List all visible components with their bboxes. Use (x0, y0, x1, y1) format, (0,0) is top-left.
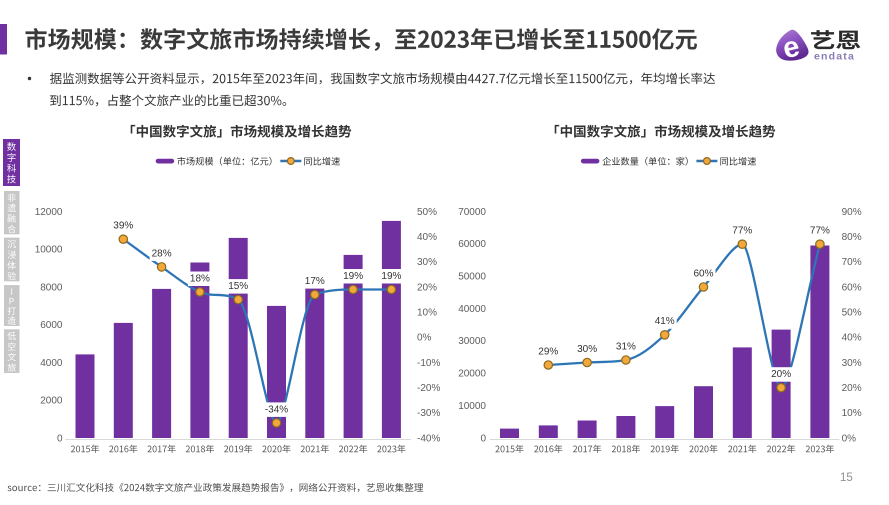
svg-text:28%: 28% (152, 248, 172, 259)
svg-text:30%: 30% (842, 358, 862, 369)
svg-text:70%: 70% (842, 257, 862, 268)
svg-text:40000: 40000 (458, 304, 486, 315)
svg-text:30%: 30% (417, 257, 437, 268)
svg-text:-30%: -30% (417, 408, 440, 419)
svg-text:29%: 29% (538, 346, 558, 357)
svg-text:30%: 30% (577, 344, 597, 355)
svg-text:20%: 20% (842, 383, 862, 394)
svg-text:-20%: -20% (417, 383, 440, 394)
svg-text:50%: 50% (842, 308, 862, 319)
svg-text:4000: 4000 (40, 358, 63, 369)
svg-text:40%: 40% (842, 333, 862, 344)
svg-text:e: e (780, 31, 803, 66)
svg-text:39%: 39% (113, 221, 133, 232)
svg-text:10%: 10% (842, 408, 862, 419)
svg-text:77%: 77% (810, 226, 830, 237)
svg-text:20%: 20% (771, 369, 791, 380)
svg-text:0%: 0% (417, 333, 432, 344)
svg-text:10000: 10000 (35, 245, 63, 256)
svg-text:40%: 40% (417, 232, 437, 243)
svg-text:60000: 60000 (458, 239, 486, 250)
svg-text:15: 15 (840, 472, 853, 484)
svg-text:-40%: -40% (417, 433, 440, 444)
svg-text:50000: 50000 (458, 272, 486, 283)
svg-text:19%: 19% (381, 271, 401, 282)
svg-text:50%: 50% (417, 207, 437, 218)
svg-text:20000: 20000 (458, 369, 486, 380)
svg-text:15%: 15% (228, 281, 248, 292)
svg-text:20%: 20% (417, 282, 437, 293)
svg-text:17%: 17% (305, 276, 325, 287)
svg-text:60%: 60% (693, 268, 713, 279)
svg-text:19%: 19% (343, 271, 363, 282)
svg-text:10%: 10% (417, 308, 437, 319)
svg-text:60%: 60% (842, 282, 862, 293)
svg-text:endata: endata (814, 51, 855, 63)
svg-text:10000: 10000 (458, 401, 486, 412)
svg-text:0%: 0% (842, 433, 857, 444)
svg-text:0: 0 (57, 433, 63, 444)
svg-text:8000: 8000 (40, 282, 63, 293)
svg-text:90%: 90% (842, 207, 862, 218)
svg-text:-10%: -10% (417, 358, 440, 369)
svg-text:80%: 80% (842, 232, 862, 243)
svg-text:30000: 30000 (458, 336, 486, 347)
svg-text:31%: 31% (616, 341, 636, 352)
svg-text:12000: 12000 (35, 207, 63, 218)
svg-text:-34%: -34% (265, 404, 288, 415)
svg-text:18%: 18% (190, 273, 210, 284)
svg-text:70000: 70000 (458, 207, 486, 218)
svg-text:6000: 6000 (40, 320, 63, 331)
svg-text:41%: 41% (655, 316, 675, 327)
svg-text:77%: 77% (732, 226, 752, 237)
svg-text:0: 0 (480, 433, 486, 444)
svg-text:2000: 2000 (40, 396, 63, 407)
